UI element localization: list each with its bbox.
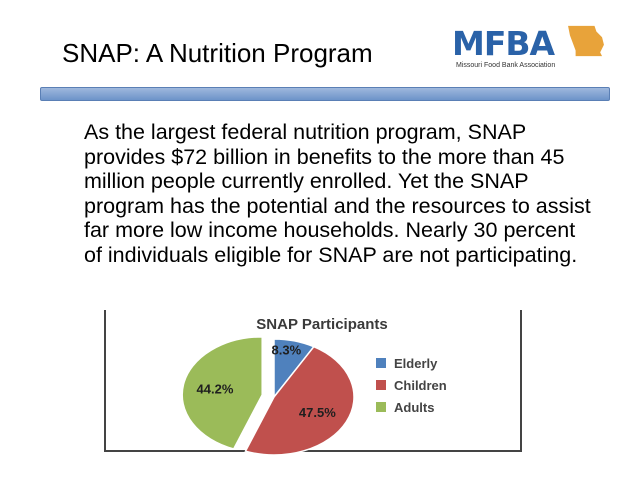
legend-label-elderly: Elderly — [394, 356, 438, 371]
missouri-state-icon — [568, 25, 604, 57]
body-paragraph: As the largest federal nutrition program… — [84, 120, 591, 267]
pie-slice-children — [244, 345, 355, 456]
legend-swatch-children — [376, 380, 386, 390]
data-label-adults: 44.2% — [197, 382, 234, 397]
legend-label-adults: Adults — [394, 400, 434, 415]
mfba-logo: MFBA Missouri Food Bank Association — [444, 22, 609, 72]
pie-slice-adults — [181, 336, 263, 450]
slide-title: SNAP: A Nutrition Program — [62, 38, 373, 68]
legend-label-children: Children — [394, 378, 447, 393]
title-divider — [40, 87, 610, 101]
data-label-elderly: 8.3% — [272, 342, 302, 357]
data-label-children: 47.5% — [299, 405, 336, 420]
logo-subtext: Missouri Food Bank Association — [456, 62, 556, 69]
legend-swatch-elderly — [376, 358, 386, 368]
legend-swatch-adults — [376, 402, 386, 412]
pie-chart: SNAP Participants 8.3% 47.5% 44.2% Elderly Ch… — [181, 316, 447, 456]
chart-title: SNAP Participants — [256, 316, 387, 333]
logo-text: MFBA — [452, 24, 555, 63]
